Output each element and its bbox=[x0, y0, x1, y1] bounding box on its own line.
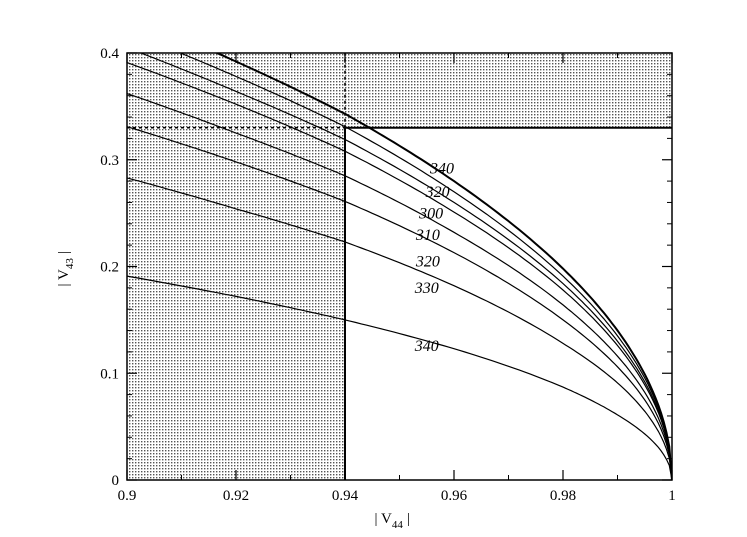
bound-lines bbox=[127, 53, 672, 480]
curve-label-340-upper: 340 bbox=[429, 161, 454, 178]
x-tick-label: 0.9 bbox=[118, 488, 137, 504]
y-tick-label: 0.4 bbox=[100, 46, 119, 62]
series-line-310-upper bbox=[127, 62, 672, 480]
curve-label-330-lower: 330 bbox=[414, 280, 439, 297]
region-y-above-bound bbox=[127, 53, 672, 128]
curve-label-310-upper: 310 bbox=[415, 227, 440, 244]
x-tick-label: 1 bbox=[668, 488, 676, 504]
series-line-330-lower bbox=[127, 126, 672, 480]
curve-labels: 340 320 300 310 320 330 340 bbox=[414, 161, 454, 355]
series-line-unlabeled-lower bbox=[127, 177, 672, 480]
excluded-regions bbox=[127, 53, 672, 480]
y-tick-label: 0 bbox=[112, 473, 120, 489]
axes: 0.9 0.92 0.94 0.96 0.98 1 0 0.1 0.2 0.3 0.4 bbox=[100, 46, 676, 504]
y-tick-label: 0.3 bbox=[100, 153, 119, 169]
curve-label-300-upper: 300 bbox=[418, 205, 443, 222]
series-line-300-upper bbox=[139, 53, 672, 480]
series-line-320-lower bbox=[127, 93, 672, 480]
y-tick-label: 0.2 bbox=[100, 260, 119, 276]
y-axis-title: | V43| bbox=[56, 251, 76, 286]
x-tick-label: 0.98 bbox=[550, 488, 576, 504]
series-line-320-upper bbox=[178, 53, 672, 480]
x-tick-label: 0.96 bbox=[441, 488, 468, 504]
x-tick-label: 0.94 bbox=[332, 488, 359, 504]
x-axis-title: | V44 | bbox=[375, 511, 410, 531]
x-tick-label: 0.92 bbox=[223, 488, 249, 504]
series-line-340-lower bbox=[127, 275, 672, 480]
y-tick-label: 0.1 bbox=[100, 366, 119, 382]
curve-label-320-lower: 320 bbox=[415, 254, 440, 271]
curve-label-320-upper: 320 bbox=[425, 184, 450, 201]
curve-label-340-lower: 340 bbox=[414, 338, 439, 355]
